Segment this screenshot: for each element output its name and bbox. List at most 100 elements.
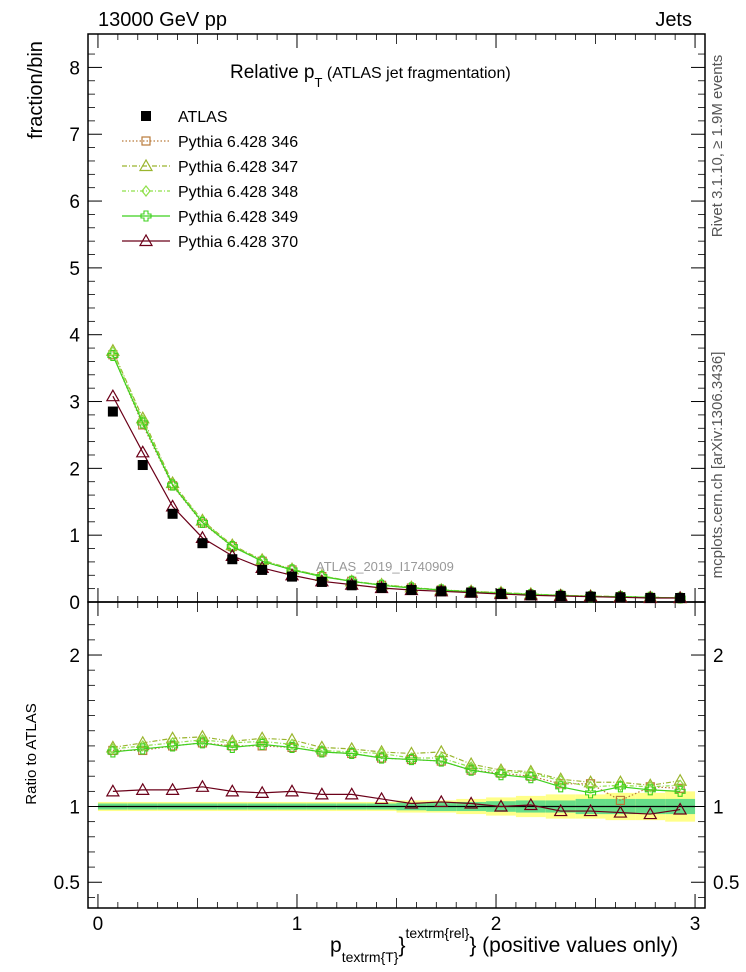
legend-marker: [138, 233, 154, 247]
ratio-series-point: [613, 805, 628, 818]
legend-marker: [141, 136, 151, 146]
ratio-series-point: [167, 736, 178, 749]
ratio-series-point: [135, 782, 150, 795]
ratio-series-point: [614, 781, 626, 793]
header-left: 13000 GeV pp: [98, 9, 227, 31]
ratio-series-point: [195, 779, 210, 792]
ratio-series-point: [108, 742, 118, 755]
ratio-series-point: [284, 784, 300, 797]
ratio-series-point: [555, 774, 566, 787]
ratio-series-point: [404, 796, 419, 809]
main-y-axis-label: fraction/bin: [25, 41, 47, 139]
ratio-series-point: [643, 806, 658, 820]
ratio-series-point: [644, 784, 656, 796]
main-series-point: [555, 590, 566, 601]
legend-label: Pythia 6.428 347: [178, 159, 298, 176]
ratio-series-point: [374, 744, 389, 758]
ratio-series-point: [196, 737, 208, 749]
ratio-series-point: [255, 785, 270, 798]
ratio-series-point: [675, 783, 685, 793]
ratio-series-point: [167, 740, 179, 752]
ratio-series-point: [135, 735, 150, 748]
main-series-point: [525, 590, 536, 601]
ratio-plot-frame: [87, 601, 706, 909]
ratio-series-point: [673, 773, 688, 786]
ratio-series-point: [436, 752, 447, 764]
main-y-tick-label: 0: [69, 593, 80, 614]
main-series-point: [167, 479, 179, 491]
ratio-series-point: [493, 799, 509, 812]
ratio-series-point: [105, 784, 120, 797]
header-right: Jets: [655, 9, 692, 31]
ratio-series-point: [406, 752, 417, 764]
x-tick-label: 2: [491, 914, 502, 935]
main-series-point: [107, 406, 118, 417]
main-series-point: [346, 580, 357, 591]
ratio-series-point: [434, 794, 449, 808]
ratio-series-point: [405, 753, 417, 766]
ratio-series-point: [257, 735, 267, 748]
main-series-point: [257, 564, 268, 575]
legend-label: Pythia 6.428 349: [178, 209, 298, 226]
ratio-series-point: [197, 733, 208, 746]
ratio-series-point: [525, 772, 537, 784]
main-series-point: [495, 588, 506, 599]
ratio-series-point: [374, 791, 389, 805]
ratio-y-tick-label-right: 0.5: [713, 873, 739, 894]
main-y-tick-label: 8: [69, 58, 80, 79]
main-series-point: [137, 414, 148, 427]
main-y-tick-label: 3: [69, 393, 80, 414]
ratio-series-point: [165, 782, 180, 795]
mcplots-label: mcplots.cern.ch [arXiv:1306.3436]: [709, 352, 726, 579]
main-series: [105, 343, 688, 604]
main-y-tick-label: 7: [69, 125, 80, 146]
ratio-series-point: [553, 803, 568, 817]
ratio-series-point: [583, 803, 598, 817]
main-series-point: [167, 508, 178, 519]
ratio-series-point: [553, 772, 568, 785]
ratio-series-point: [673, 802, 688, 815]
main-series-point: [316, 576, 327, 587]
main-series-point: [105, 388, 120, 402]
ratio-series-point: [645, 780, 656, 793]
ratio-y-tick-label-right: 1: [713, 798, 724, 819]
axes: 0 1 2 3 4 5 6 7 8 0.5 0.5 1 1 2 2 0 1 2 3: [54, 34, 739, 935]
ratio-series-point: [225, 784, 240, 797]
main-series-point: [196, 516, 208, 529]
legend-label: ATLAS: [178, 109, 228, 126]
ratio-series-point: [464, 756, 479, 770]
legend-label: Pythia 6.428 370: [178, 234, 298, 251]
ratio-y-tick-label: 0.5: [54, 873, 80, 894]
ratio-series-point: [466, 765, 476, 775]
main-series-point: [135, 445, 150, 458]
ratio-uncertainty-band: [97, 791, 696, 822]
x-axis-title: ptextrm{T}}textrm{rel}} (positive values…: [330, 925, 678, 965]
watermark: ATLAS_2019_I1740909: [316, 559, 454, 574]
ratio-series-point: [344, 787, 359, 800]
ratio-series-line: [112, 786, 681, 815]
ratio-series-point: [464, 796, 479, 809]
ratio-series-point: [137, 739, 148, 752]
legend-label: Pythia 6.428 348: [178, 184, 298, 201]
ratio-y-tick-label-right: 2: [713, 646, 724, 667]
ratio-series-point: [284, 732, 300, 745]
main-y-tick-label: 1: [69, 526, 80, 547]
main-series-point: [466, 587, 477, 598]
main-series-point: [108, 346, 118, 359]
ratio-series-point: [434, 744, 449, 758]
ratio-series-point: [466, 761, 476, 774]
ratio-series-point: [555, 781, 567, 793]
ratio-series-point: [255, 731, 270, 744]
x-tick-label: 1: [292, 914, 303, 935]
ratio-series: [105, 729, 688, 820]
ratio-series-point: [615, 779, 626, 792]
legend-label: Pythia 6.428 346: [178, 134, 298, 151]
ratio-series-point: [317, 744, 327, 757]
ratio-series-point: [225, 734, 240, 747]
legend: ATLAS Pythia 6.428 346 Pythia 6.428 347 Pyt…: [122, 109, 298, 251]
main-series-point: [376, 582, 387, 593]
ratio-series-point: [585, 787, 597, 799]
ratio-series-point: [256, 738, 268, 750]
main-y-tick-label: 6: [69, 192, 80, 213]
